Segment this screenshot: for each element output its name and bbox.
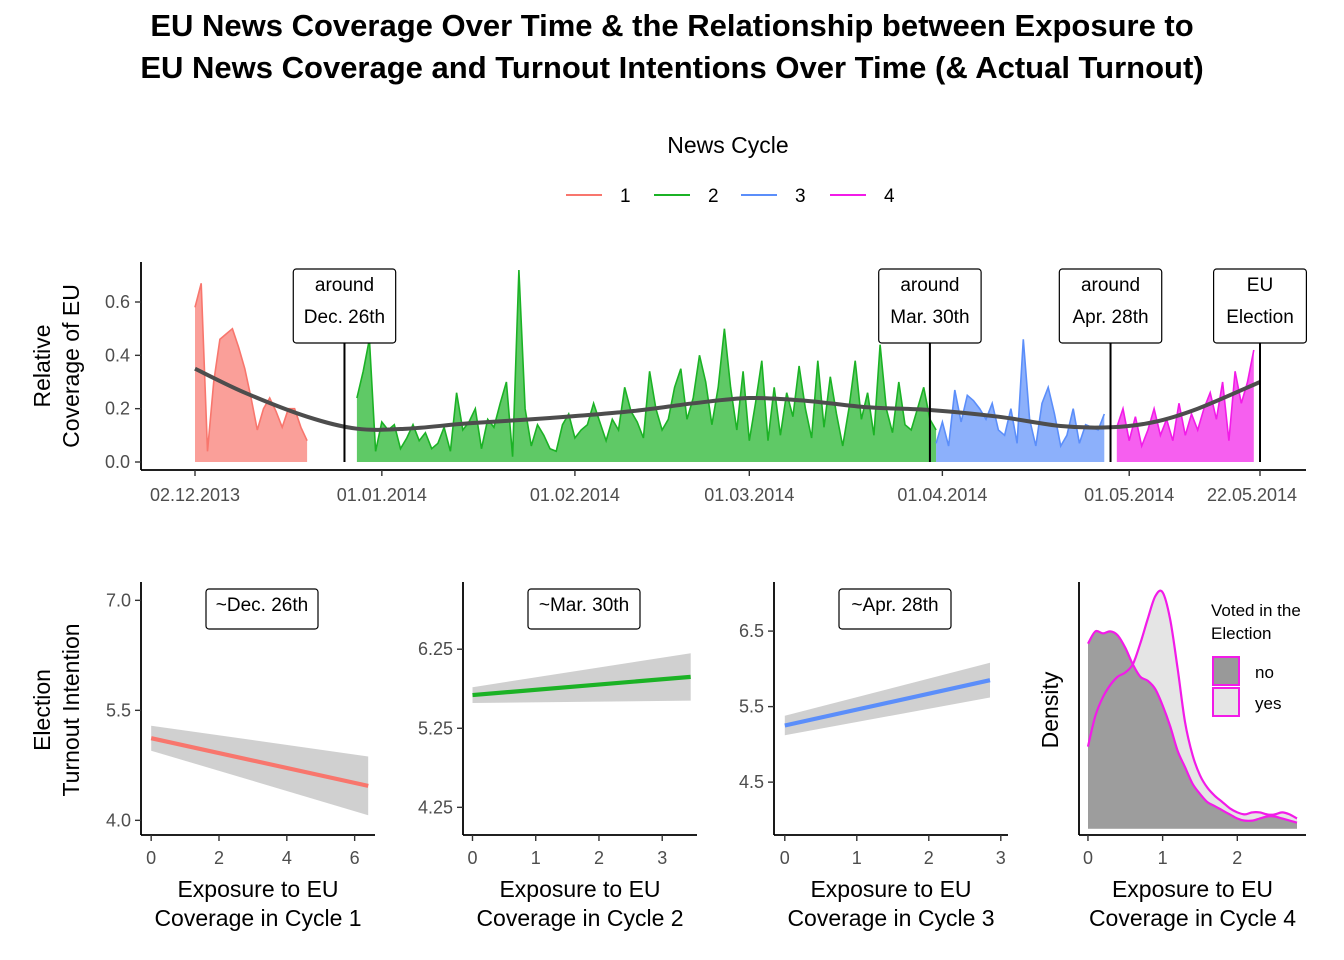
timeline-panel: News Cycle 1 2 3 4 around Dec. 26th around Mar. … (29, 132, 1307, 505)
cycle4-x-title-line-2: Coverage in Cycle 4 (1089, 905, 1296, 931)
cycle3-label-text-line-1: ~Apr. 28th (851, 595, 938, 616)
cycle2-panel: ~Mar. 30th 4.25 5.25 6.25 0 1 2 3 Exposure to EU… (418, 582, 697, 931)
cycle2-x-title-line-2: Coverage in Cycle 2 (476, 905, 683, 931)
annotation-1-text-line-2: Dec. 26th (304, 307, 385, 328)
cycle1-y-title-line-2: Turnout Intention (58, 623, 84, 796)
timeline-y-tick-label-2: 0.2 (105, 399, 130, 419)
cycle1-panel: ~Dec. 26th 4.0 5.5 7.0 0 2 4 6 Exposure to EU Cov… (29, 582, 375, 931)
timeline-x-tick-label-5: 01.04.2014 (897, 485, 987, 505)
cycle1-label-text-line-1: ~Dec. 26th (216, 595, 308, 616)
cycle3-panel: ~Apr. 28th 4.5 5.5 6.5 0 1 2 3 Exposure to EU Cov… (739, 582, 1008, 931)
timeline-y-tick-label-3: 0.4 (105, 345, 130, 365)
cycle2-x-tick-label-4: 3 (657, 848, 667, 868)
voted-legend-label-yes: yes (1255, 694, 1281, 713)
annotation-3-text-line-2: Apr. 28th (1072, 307, 1148, 328)
cycle1-fit-line (150, 736, 369, 788)
timeline-x-tick-label-4: 01.03.2014 (704, 485, 794, 505)
annotation-2-text-line-2: Mar. 30th (890, 307, 969, 328)
cycle1-y-tick-label-3: 7.0 (106, 590, 131, 610)
coverage-line-cycle-2 (356, 269, 937, 457)
cycle3-x-tick-label-3: 2 (924, 848, 934, 868)
cycle2-fit-line (472, 674, 691, 698)
cycle4-panel: 0 1 2 Exposure to EU Coverage in Cycle 4 Dens… (1037, 582, 1306, 931)
annotation-4-box (1212, 268, 1307, 344)
annotation-1-text-line-1: around (315, 275, 374, 296)
cycle2-label-text-line-1: ~Mar. 30th (539, 595, 629, 616)
annotation-4-text-line-2: Election (1226, 307, 1294, 328)
cycle3-fit-line (784, 678, 991, 728)
voted-legend-title-line-2: Election (1211, 624, 1271, 643)
cycle2-y-tick-label-2: 5.25 (418, 718, 453, 738)
cycle2-x-tick-label-2: 1 (531, 848, 541, 868)
cycle3-y-tick-label-2: 5.5 (739, 697, 764, 717)
coverage-line-cycle-4 (1116, 349, 1255, 449)
timeline-x-tick-label-6: 01.05.2014 (1084, 485, 1174, 505)
figure-title-line-2: EU News Coverage and Turnout Intentions … (140, 50, 1203, 85)
cycle1-label-box (205, 588, 319, 630)
coverage-area-cycle-1 (195, 283, 308, 462)
timeline-x-tick-label-3: 01.02.2014 (530, 485, 620, 505)
annotation-3-text-line-1: around (1081, 275, 1140, 296)
cycle3-x-tick-label-4: 3 (996, 848, 1006, 868)
timeline-y-title-line-1: Relative (29, 324, 55, 407)
cycle1-y-tick-label-1: 4.0 (106, 810, 131, 830)
legend-title: News Cycle (667, 132, 788, 158)
timeline-y-title-line-2: Coverage of EU (58, 284, 84, 448)
timeline-y-tick-label-4: 0.6 (105, 292, 130, 312)
cycle2-x-tick-label-3: 2 (594, 848, 604, 868)
timeline-x-tick-label-1: 02.12.2013 (150, 485, 240, 505)
cycle1-x-title-line-1: Exposure to EU (177, 876, 338, 902)
cycle1-x-tick-label-4: 6 (350, 848, 360, 868)
cycle3-x-title-line-2: Coverage in Cycle 3 (787, 905, 994, 931)
cycle3-x-title-line-1: Exposure to EU (810, 876, 971, 902)
cycle1-y-title-line-1: Election (29, 669, 55, 751)
cycle4-x-title-line-1: Exposure to EU (1112, 876, 1273, 902)
cycle3-confidence-band (784, 662, 990, 736)
voted-legend-title-line-1: Voted in the (1211, 601, 1301, 620)
cycle4-y-title: Density (1037, 671, 1063, 748)
timeline-x-tick-label-7: 22.05.2014 (1207, 485, 1297, 505)
cycle1-y-tick-label-2: 5.5 (106, 700, 131, 720)
coverage-area-cycle-4 (1116, 350, 1254, 462)
cycle1-x-title-line-2: Coverage in Cycle 1 (154, 905, 361, 931)
cycle1-x-tick-label-1: 0 (146, 848, 156, 868)
timeline-x-tick-label-2: 01.01.2014 (337, 485, 427, 505)
timeline-y-tick-label-1: 0.0 (105, 452, 130, 472)
cycle2-x-title-line-1: Exposure to EU (499, 876, 660, 902)
voted-legend-key-yes (1212, 687, 1240, 717)
cycle3-x-tick-label-1: 0 (780, 848, 790, 868)
news-cycle-legend: News Cycle 1 2 3 4 (566, 132, 895, 207)
cycle4-x-tick-label-2: 1 (1158, 848, 1168, 868)
voted-legend: Voted in the Election no yes (1211, 601, 1301, 717)
annotation-4-text-line-1: EU (1247, 275, 1273, 296)
cycle4-x-tick-label-3: 2 (1232, 848, 1242, 868)
cycle3-y-tick-label-1: 4.5 (739, 772, 764, 792)
cycle2-y-tick-label-3: 6.25 (418, 639, 453, 659)
legend-label-cycle-4: 4 (884, 186, 895, 207)
annotation-2-text-line-1: around (900, 275, 959, 296)
annotation-1-box (292, 268, 397, 344)
cycle3-y-tick-label-3: 6.5 (739, 621, 764, 641)
cycle4-x-tick-label-1: 0 (1083, 848, 1093, 868)
annotation-2-box (878, 268, 982, 344)
cycle1-x-tick-label-2: 2 (214, 848, 224, 868)
cycle2-label-box (527, 588, 641, 630)
cycle2-y-tick-label-1: 4.25 (418, 797, 453, 817)
density-outline-yes (1086, 589, 1298, 820)
legend-label-cycle-1: 1 (620, 186, 631, 207)
voted-legend-key-no (1212, 656, 1240, 686)
cycle2-x-tick-label-1: 0 (467, 848, 477, 868)
legend-label-cycle-3: 3 (795, 186, 806, 207)
cycle1-x-tick-label-3: 4 (282, 848, 292, 868)
legend-label-cycle-2: 2 (708, 186, 719, 207)
figure-title-line-1: EU News Coverage Over Time & the Relatio… (150, 8, 1193, 43)
cycle3-x-tick-label-2: 1 (852, 848, 862, 868)
density-area-no (1088, 630, 1297, 829)
cycle3-label-box (838, 588, 952, 630)
annotation-3-box (1058, 268, 1163, 344)
coverage-area-cycle-2 (356, 270, 937, 462)
density-outline-no (1087, 629, 1298, 824)
voted-legend-label-no: no (1255, 663, 1274, 682)
